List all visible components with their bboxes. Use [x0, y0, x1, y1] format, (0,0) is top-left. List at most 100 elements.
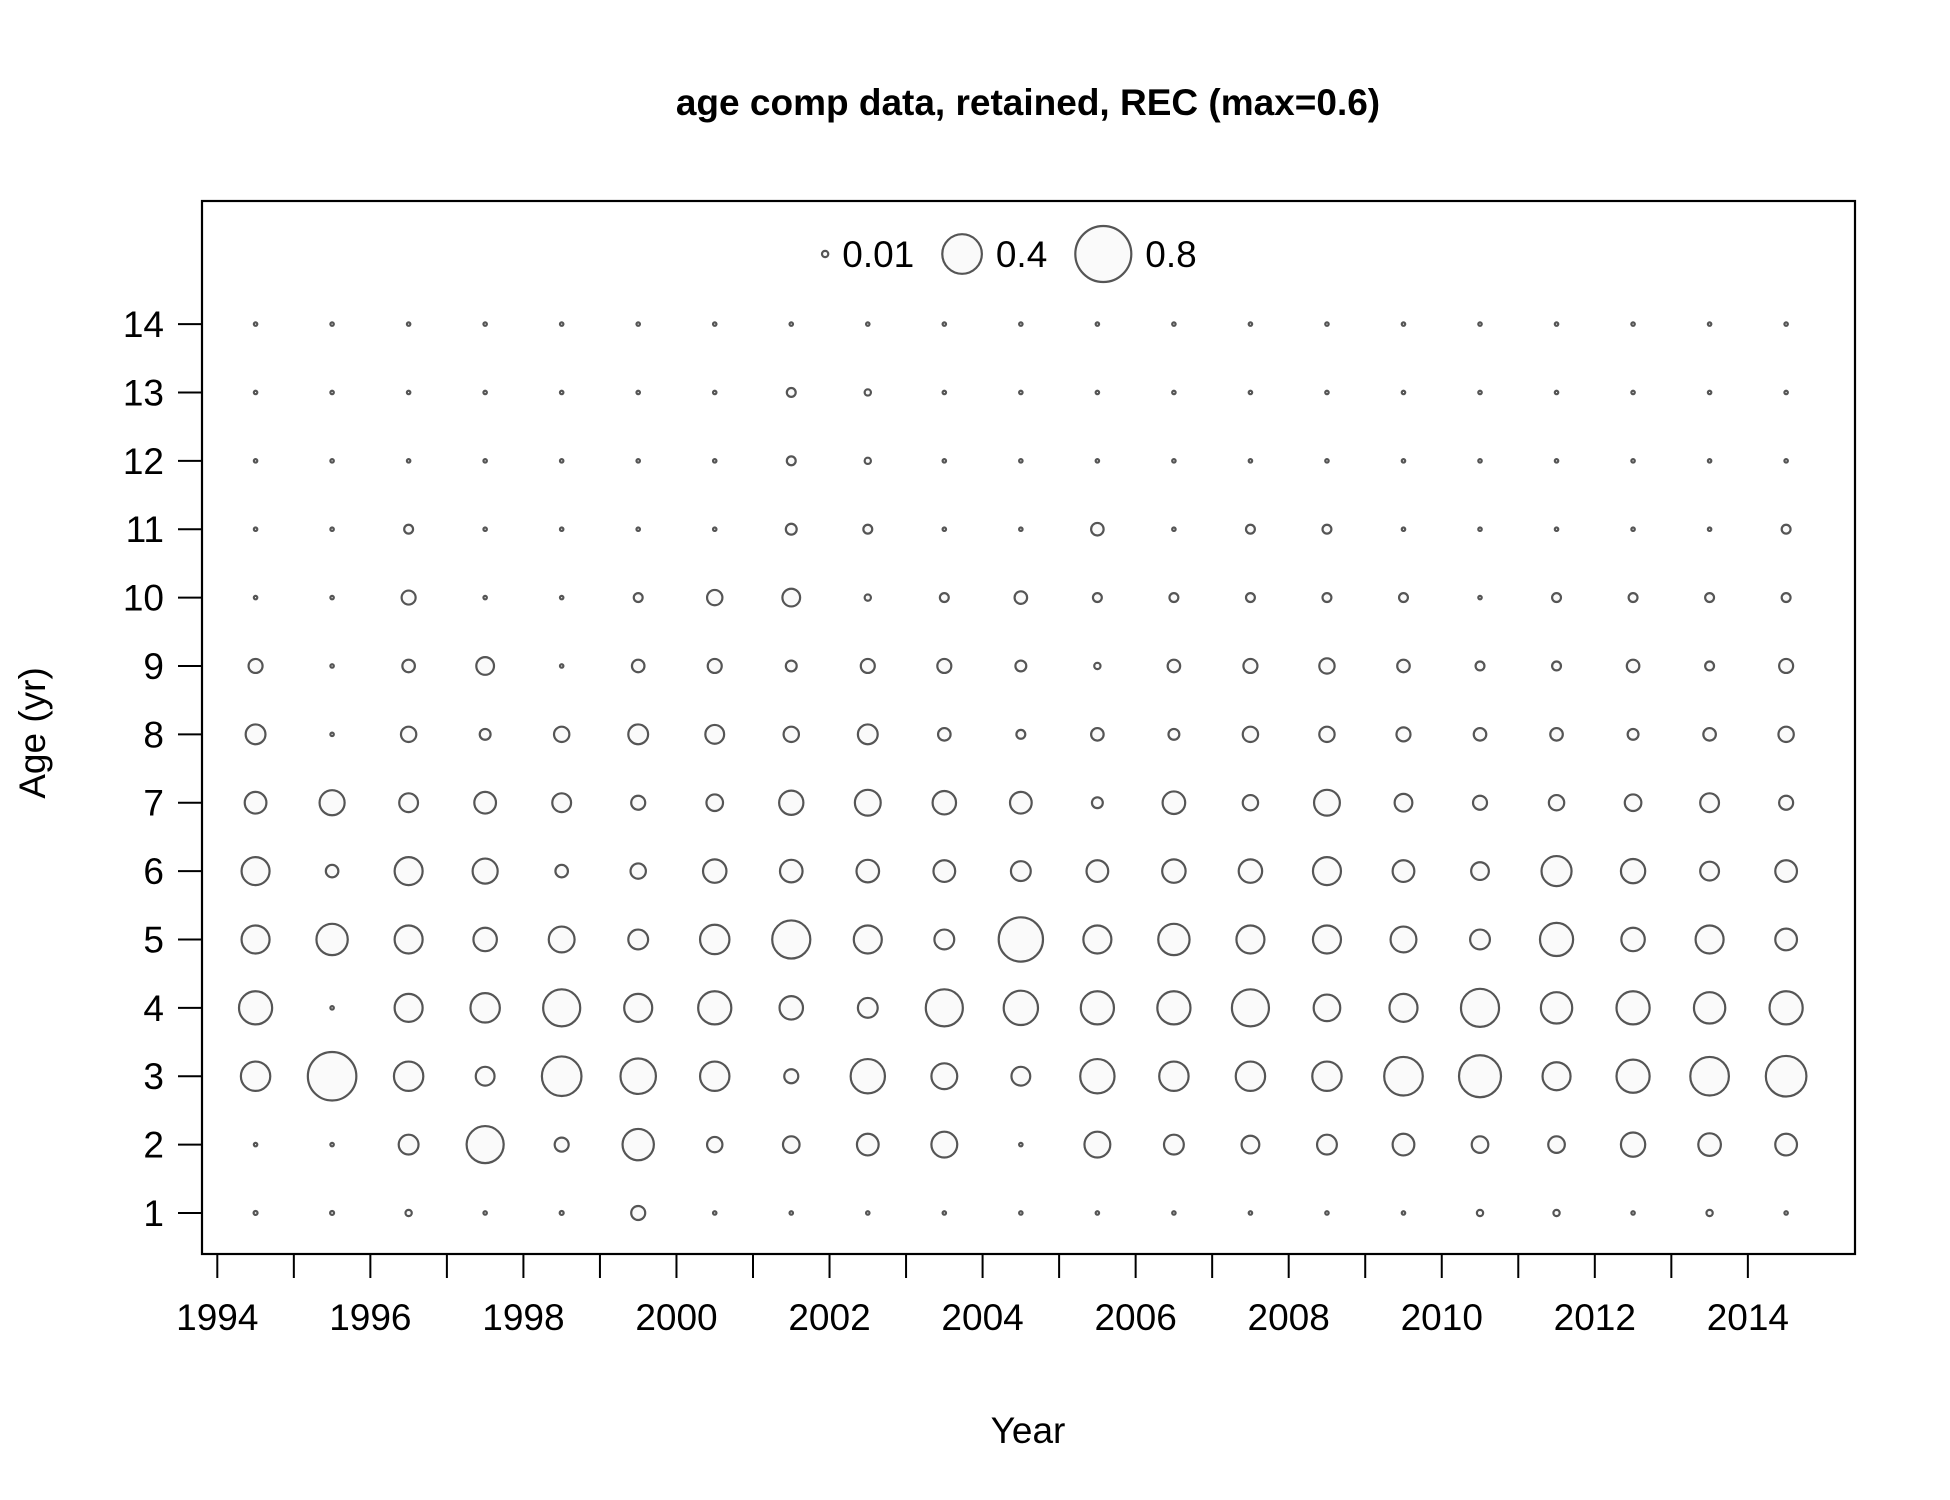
data-bubble	[1553, 321, 1560, 327]
data-bubble	[862, 523, 874, 535]
data-bubble	[1549, 726, 1564, 742]
data-bubble	[318, 789, 346, 817]
data-bubble	[558, 321, 565, 327]
data-bubble	[1094, 389, 1101, 396]
data-bubble	[1158, 1060, 1190, 1093]
data-bubble	[936, 657, 953, 675]
data-bubble	[1002, 989, 1040, 1027]
data-bubble	[855, 858, 881, 884]
data-bubble	[243, 790, 268, 815]
data-bubble	[1018, 526, 1024, 533]
data-bubble	[1705, 1208, 1714, 1218]
data-bubble	[1400, 1210, 1407, 1216]
data-bubble	[997, 916, 1045, 963]
data-bubble	[552, 725, 571, 744]
data-bubble	[252, 458, 259, 464]
data-bubble	[1540, 854, 1573, 888]
y-tick-label: 14	[123, 304, 164, 345]
data-bubble	[941, 1210, 948, 1216]
data-bubble	[1459, 987, 1501, 1028]
data-bubble	[1692, 991, 1727, 1025]
data-bubble	[1630, 1210, 1636, 1216]
plot-area-frame	[200, 199, 1857, 1256]
data-bubble	[1626, 727, 1640, 741]
data-bubble	[397, 1133, 420, 1156]
data-bubble	[697, 990, 733, 1026]
data-bubble	[705, 1135, 724, 1154]
y-tick-label: 9	[143, 646, 164, 687]
data-bubble	[252, 1141, 259, 1148]
data-bubble	[1085, 859, 1110, 884]
data-bubble	[405, 389, 412, 396]
data-bubble	[627, 928, 650, 951]
data-bubble	[329, 526, 335, 533]
data-bubble	[704, 723, 726, 745]
data-bubble	[1090, 796, 1104, 810]
y-tick-label: 1	[143, 1193, 164, 1234]
data-bubble	[1324, 321, 1330, 327]
data-bubble	[698, 1060, 731, 1093]
data-bubble	[553, 1136, 570, 1153]
data-bubble	[482, 321, 488, 327]
data-bubble	[1702, 726, 1717, 742]
data-bubble	[403, 523, 415, 535]
data-bubble	[252, 321, 259, 327]
data-bubble	[398, 792, 420, 814]
data-bubble	[558, 526, 565, 533]
data-bubble	[1619, 857, 1647, 885]
data-bubble	[404, 1208, 413, 1218]
data-bubble	[1079, 1057, 1116, 1095]
data-bubble	[329, 321, 335, 327]
data-bubble	[478, 727, 492, 741]
data-bubble	[1699, 792, 1721, 814]
data-bubble	[781, 587, 802, 608]
data-bubble	[1400, 389, 1407, 396]
data-bubble	[1471, 794, 1489, 811]
data-bubble	[393, 992, 424, 1023]
x-tick-label: 2002	[788, 1297, 870, 1338]
data-bubble	[1247, 458, 1254, 464]
data-bubble	[393, 855, 424, 887]
data-bubble	[1768, 990, 1804, 1026]
data-bubble	[701, 858, 728, 884]
data-bubble	[1171, 526, 1177, 533]
data-bubble	[711, 321, 718, 327]
data-bubble	[849, 1057, 887, 1095]
data-bubble	[247, 657, 264, 675]
data-bubble	[1091, 592, 1103, 604]
data-bubble	[1093, 661, 1102, 671]
data-bubble	[1553, 458, 1560, 464]
data-bubble	[1018, 389, 1024, 396]
data-bubble	[482, 594, 488, 601]
data-bubble	[1553, 389, 1560, 396]
data-bubble	[619, 1057, 658, 1096]
data-bubble	[1161, 790, 1187, 816]
data-bubble	[864, 321, 871, 327]
data-bubble	[1311, 855, 1343, 887]
data-bubble	[1630, 526, 1636, 533]
data-bubble	[329, 389, 335, 396]
size-legend: 0.01 0.4 0.8	[820, 224, 1197, 284]
data-bubble	[1242, 657, 1259, 675]
data-bubble	[1389, 925, 1418, 954]
data-bubble	[482, 458, 488, 464]
data-bubble	[1018, 1210, 1024, 1216]
data-bubble	[705, 588, 724, 607]
data-bubble	[1627, 592, 1639, 604]
data-bubble	[941, 526, 948, 533]
data-bubble	[471, 857, 499, 885]
data-bubble	[1783, 1210, 1789, 1216]
data-bubble	[783, 1068, 800, 1085]
data-bubble	[540, 1055, 583, 1098]
data-bubble	[781, 1135, 801, 1154]
data-bubble	[1230, 988, 1271, 1028]
data-bubble	[239, 1060, 272, 1093]
chart-title: age comp data, retained, REC (max=0.6)	[676, 82, 1380, 123]
data-bubble	[1079, 990, 1116, 1026]
data-bubble	[1167, 727, 1181, 741]
y-tick-label: 6	[143, 851, 164, 892]
data-bubble	[1764, 1054, 1808, 1098]
data-bubble	[558, 458, 565, 464]
data-bubble	[1706, 321, 1713, 327]
data-bubble	[711, 526, 718, 533]
